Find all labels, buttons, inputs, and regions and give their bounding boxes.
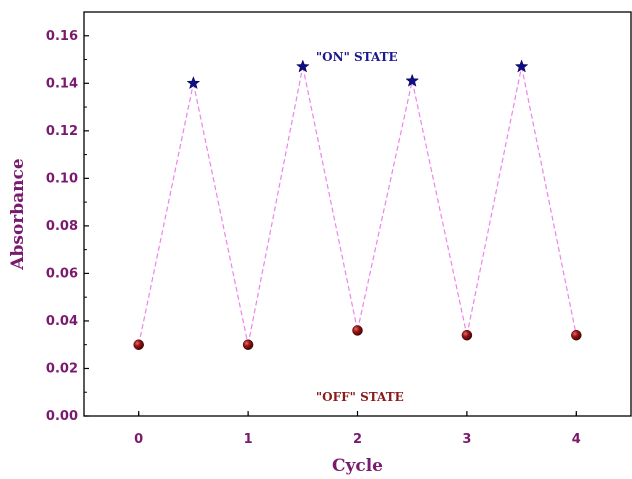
y-axis-title: Absorbance (8, 158, 28, 271)
connector-segment (302, 66, 359, 331)
y-tick-label: 0.00 (46, 409, 78, 424)
axis-ticks: 0.00 0.02 0.04 0.06 0.08 0.10 0.12 0.14 0.16 0 1 2 3… (46, 29, 581, 447)
x-tick-label: 1 (244, 432, 253, 447)
on-state-label: "ON" STATE (316, 50, 398, 64)
x-tick-label: 0 (134, 432, 143, 447)
y-tick-label: 0.16 (46, 29, 78, 44)
plot-area (83, 11, 632, 417)
off-state-point (242, 339, 254, 350)
connector-segment (192, 83, 249, 345)
connector-segment (138, 83, 194, 345)
off-state-label: "OFF" STATE (316, 390, 404, 404)
x-tick-label: 4 (572, 432, 581, 447)
plot-frame (83, 11, 632, 417)
y-tick-label: 0.06 (46, 266, 78, 281)
on-state-point (186, 76, 201, 90)
connector-segment (356, 80, 413, 331)
x-tick-label: 2 (353, 432, 362, 447)
annotations: "ON" STATE "OFF" STATE (316, 50, 404, 404)
y-tick-label: 0.02 (46, 361, 78, 376)
connector-segment (247, 66, 304, 345)
off-state-point (133, 339, 144, 350)
y-tick-label: 0.10 (46, 171, 78, 186)
on-state-point (295, 59, 310, 73)
x-axis-title: Cycle (332, 456, 383, 476)
y-tick-label: 0.04 (46, 314, 78, 329)
on-state-point (405, 73, 420, 87)
off-state-point (461, 329, 473, 341)
connector-segment (521, 66, 577, 336)
on-state-point (514, 59, 529, 73)
y-tick-label: 0.08 (46, 219, 78, 234)
connector-line (138, 66, 577, 345)
y-tick-label: 0.12 (46, 124, 78, 139)
off-state-point (571, 329, 582, 341)
data-markers (133, 59, 582, 350)
connector-segment (466, 66, 523, 336)
off-state-point (352, 325, 363, 336)
x-tick-label: 3 (462, 432, 471, 447)
y-tick-label: 0.14 (46, 76, 78, 91)
connector-segment (411, 80, 468, 336)
